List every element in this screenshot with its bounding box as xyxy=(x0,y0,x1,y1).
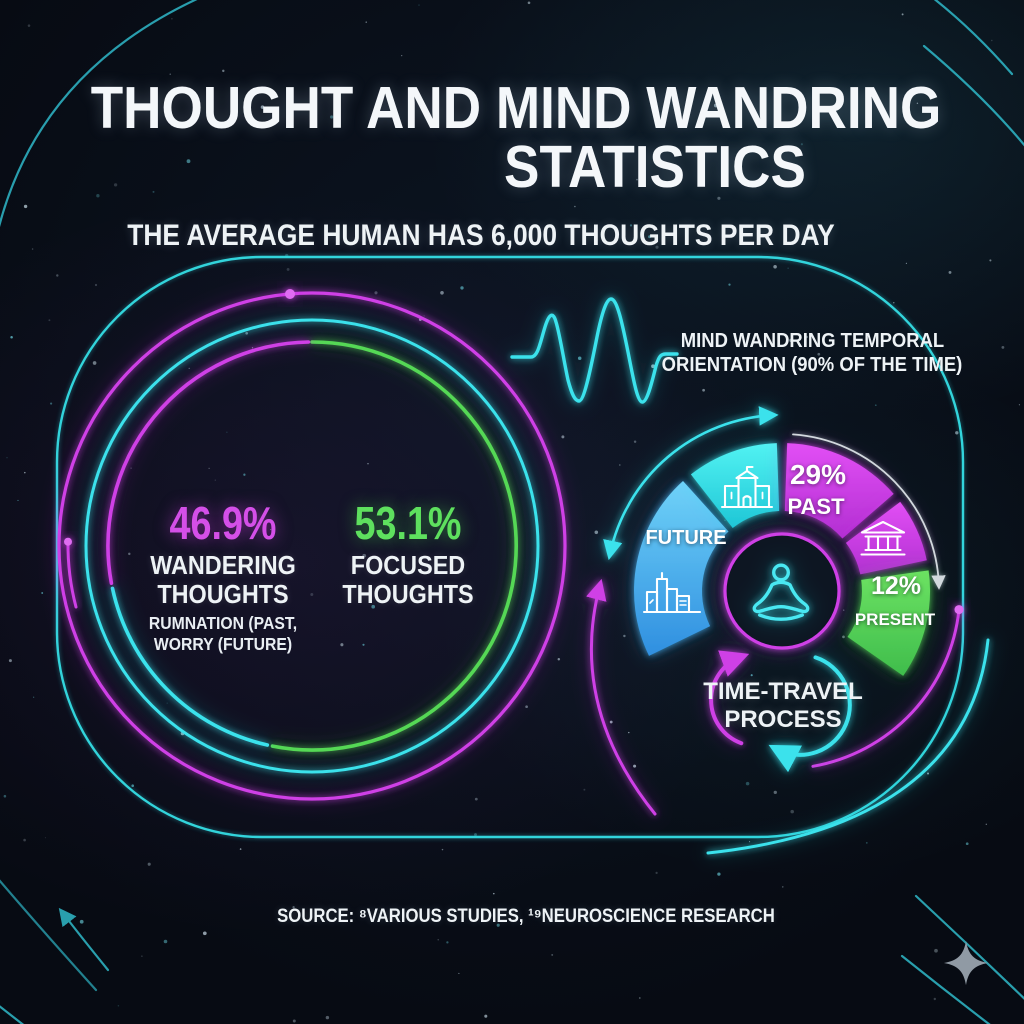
waveform-icon xyxy=(510,297,679,404)
magenta-orbit-arc xyxy=(811,608,961,768)
donut-center-circle xyxy=(723,532,841,650)
wandering-thoughts-label: WANDERING THOUGHTS xyxy=(150,550,296,610)
magenta-left-arrow xyxy=(586,578,657,816)
cyan-ring xyxy=(84,318,540,774)
donut-segment-institution xyxy=(845,501,927,575)
segment-value-present: 12% xyxy=(870,572,922,600)
ring-start-dot xyxy=(285,289,295,299)
temporal-chart-title-line1: MIND WANDRING TEMPORAL xyxy=(680,329,945,352)
page-title-line1: THOUGHT AND MIND WANDRING xyxy=(90,75,942,141)
cycle-arrow-magenta xyxy=(709,650,750,746)
starfield xyxy=(3,1,1020,1023)
segment-label-future: FUTURE xyxy=(645,527,727,549)
segment-label-present: PRESENT xyxy=(854,610,936,629)
focused-arc xyxy=(270,340,518,752)
fragment-dot xyxy=(64,537,72,546)
focused-thoughts-value: 53.1% xyxy=(354,497,462,549)
sparkle-icon xyxy=(943,940,989,986)
page-subtitle: THE AVERAGE HUMAN HAS 6,000 THOUGHTS PER… xyxy=(127,219,835,252)
donut-segment-present xyxy=(847,570,931,676)
page-title-line2: STATISTICS xyxy=(504,134,806,200)
donut-arrows xyxy=(586,406,990,855)
diagonal-line-bottom-right-1 xyxy=(900,954,991,1024)
segment-value-past: 29% xyxy=(789,459,847,490)
left-chart-rings xyxy=(57,289,567,801)
donut-segment-past xyxy=(784,443,894,539)
temporal-chart-title-line2: ORIENTATION (90% OF THE TIME) xyxy=(661,353,963,376)
focused-thoughts-label: FOCUSED THOUGHTS xyxy=(342,550,474,610)
time-travel-process-label: TIME-TRAVEL PROCESS xyxy=(703,678,863,734)
cyan-outer-arc xyxy=(706,638,990,855)
diagonal-line-top-right-1 xyxy=(933,0,1014,76)
source-credit: SOURCE: ⁸VARIOUS STUDIES, ¹⁹NEUROSCIENCE… xyxy=(277,906,775,927)
accent-arc-cyan xyxy=(110,586,270,747)
small-arrow-bottom-left xyxy=(58,907,110,972)
cyan-orbit-arrow xyxy=(603,406,779,561)
segment-label-past: PAST xyxy=(787,494,845,519)
corner-arc-bottom-left xyxy=(0,1005,25,1024)
donut-segment-future xyxy=(634,481,729,656)
diagonal-line-bottom-right-2 xyxy=(914,894,1024,1000)
magenta-arc-fragment xyxy=(66,540,78,609)
outer-magenta-ring xyxy=(57,291,567,801)
magenta-arc-dot xyxy=(954,605,964,615)
content-frame-border xyxy=(55,255,965,839)
wandering-thoughts-value: 46.9% xyxy=(169,497,277,549)
white-sequence-arrow xyxy=(792,433,946,590)
wandering-arc xyxy=(106,340,311,585)
corner-arc-top-left xyxy=(0,0,198,228)
diagonal-line-bottom-left xyxy=(0,879,98,992)
wandering-thoughts-sublabel: RUMNATION (PAST, WORRY (FUTURE) xyxy=(148,613,298,654)
diagonal-line-top-right-2 xyxy=(922,44,1024,147)
cycle-arrow-cyan xyxy=(768,655,852,773)
